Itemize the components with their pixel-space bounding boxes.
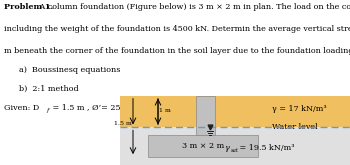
Text: Problem 1.: Problem 1.	[4, 3, 54, 11]
Bar	[196, 96, 215, 135]
Text: including the weight of the foundation is 4500 kN. Determin the average vertical: including the weight of the foundation i…	[4, 25, 350, 33]
Bar	[148, 135, 258, 157]
Text: = 19.5 kN/m³: = 19.5 kN/m³	[237, 144, 294, 152]
Text: Water level: Water level	[272, 123, 318, 131]
Text: γ = 17 kN/m³: γ = 17 kN/m³	[272, 105, 327, 113]
Text: = 1.5 m , Ø’= 25°, c’= 70 kN/m².: = 1.5 m , Ø’= 25°, c’= 70 kN/m².	[50, 104, 186, 112]
Text: 3 m × 2 m: 3 m × 2 m	[182, 142, 224, 150]
Text: sat: sat	[231, 148, 239, 153]
Text: b)  2:1 method: b) 2:1 method	[19, 85, 79, 93]
Text: a)  Boussinesq equations: a) Boussinesq equations	[19, 66, 121, 74]
Text: f: f	[46, 109, 48, 114]
Text: 1.5 m: 1.5 m	[114, 121, 132, 126]
Bar	[120, 96, 350, 127]
Text: Given: D: Given: D	[4, 104, 39, 112]
Text: 1 m: 1 m	[159, 108, 171, 113]
Text: m beneath the corner of the foundation in the soil layer due to the foundation l: m beneath the corner of the foundation i…	[4, 47, 350, 54]
Bar	[120, 127, 350, 165]
Text: A column foundation (Figure below) is 3 m × 2 m in plan. The load on the column,: A column foundation (Figure below) is 3 …	[37, 3, 350, 11]
Text: γ: γ	[224, 144, 229, 152]
